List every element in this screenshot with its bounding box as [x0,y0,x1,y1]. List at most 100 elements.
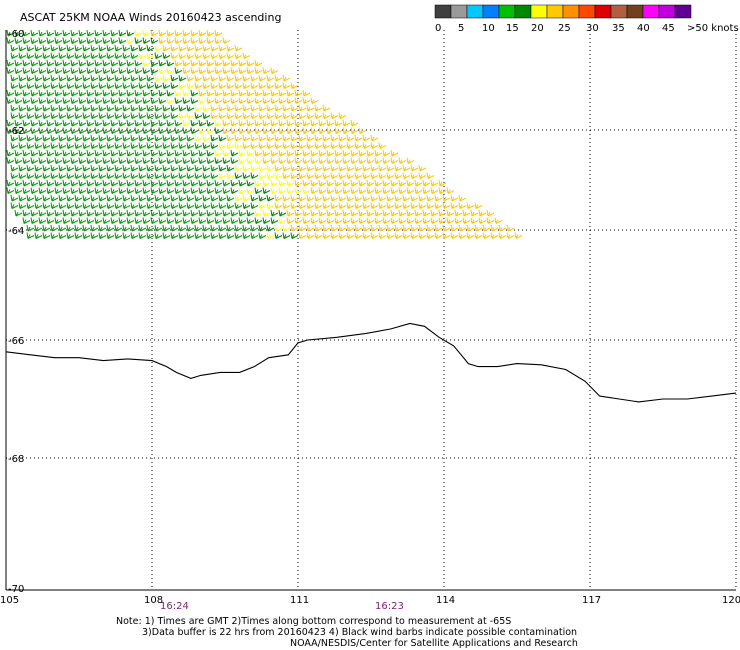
wind-barb [306,224,315,232]
wind-barb [206,157,215,164]
wind-barb [86,187,95,194]
wind-barb [118,59,127,67]
wind-barb [90,74,99,82]
wind-barb [170,224,179,232]
wind-barb [466,232,475,239]
wind-barb [386,164,395,172]
wind-barb [66,134,75,142]
wind-barb [202,82,211,89]
wind-barb [130,104,139,112]
wind-barb [310,97,319,104]
wind-barb [278,187,287,194]
wind-barb [218,82,227,89]
wind-barb [290,172,299,179]
wind-barb [358,127,367,134]
wind-barb [218,104,227,112]
wind-barb [190,179,199,187]
wind-barb [154,134,163,142]
wind-barb [430,217,439,224]
wind-barb [198,37,207,44]
wind-barb [26,172,35,179]
wind-barb [314,104,323,112]
wind-barb [114,82,123,89]
lat-tick-label: -66 [8,336,24,347]
wind-barb [102,179,111,187]
wind-barb [394,164,403,172]
wind-barb [58,232,67,239]
wind-barb [26,82,35,89]
wind-barb [262,89,271,97]
wind-barb [290,224,299,232]
wind-barb [30,59,39,67]
wind-barb [458,202,467,209]
wind-barb [470,209,479,217]
wind-barb [134,89,143,97]
wind-barb [30,209,39,217]
wind-barb [22,217,31,224]
wind-barb [478,209,487,217]
wind-barb [174,179,183,187]
wind-barb [386,202,395,209]
wind-barb [282,232,291,239]
wind-barb [258,142,267,149]
wind-barb [162,194,171,202]
wind-barb [246,217,255,224]
wind-barb [258,164,267,172]
wind-barb [206,89,215,97]
wind-barb [154,232,163,239]
wind-barb [434,232,443,239]
wind-barb [30,119,39,127]
wind-barb [334,127,343,134]
wind-barb [14,89,23,97]
wind-barb [198,67,207,74]
wind-barb [98,164,107,172]
wind-barb [6,179,15,187]
wind-barb [266,224,275,232]
wind-barb [434,224,443,232]
wind-barb [234,104,243,112]
wind-barb [274,164,283,172]
wind-barb [106,52,115,59]
wind-barb [214,209,223,217]
wind-barb [270,89,279,97]
wind-barb [114,44,123,52]
wind-barb [70,89,79,97]
wind-barb [106,74,115,82]
wind-barb [166,67,175,74]
wind-barb [390,149,399,157]
wind-barb [242,164,251,172]
wind-barb [446,209,455,217]
wind-barb [194,202,203,209]
wind-barb [194,142,203,149]
wind-barb [114,232,123,239]
wind-barb [94,149,103,157]
legend-label: 15 [506,23,519,34]
wind-barb [322,232,331,239]
wind-barb [162,134,171,142]
wind-barb [226,142,235,149]
wind-barb [230,119,239,127]
wind-barb [450,194,459,202]
wind-barb [330,232,339,239]
wind-barb [310,187,319,194]
wind-barb [182,179,191,187]
wind-barb [154,164,163,172]
wind-barb [190,119,199,127]
wind-barb [146,44,155,52]
wind-barb [482,232,491,239]
wind-barb [178,194,187,202]
wind-barb [90,194,99,202]
wind-barb [118,37,127,44]
wind-barb [210,142,219,149]
wind-barb [118,209,127,217]
wind-barb [94,67,103,74]
wind-barb [154,142,163,149]
wind-barb [46,179,55,187]
wind-barb [242,74,251,82]
wind-barb [58,134,67,142]
wind-barb [162,172,171,179]
wind-barb [18,104,27,112]
wind-barb [166,149,175,157]
wind-barb [294,149,303,157]
wind-barb [94,37,103,44]
